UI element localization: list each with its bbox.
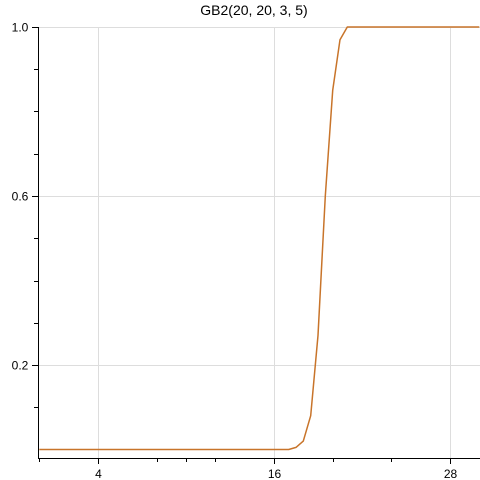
- series-layer: [39, 26, 480, 451]
- y-tick-label: 1.0: [12, 21, 29, 35]
- chart-title: GB2(20, 20, 3, 5): [200, 2, 307, 18]
- axis-layer: [32, 27, 480, 464]
- grid-layer: [38, 27, 480, 458]
- x-tick-label: 4: [95, 467, 102, 480]
- label-layer: 4 16 28 0.2 0.6 1.0: [12, 21, 458, 480]
- y-tick-label: 0.2: [12, 359, 29, 373]
- y-tick-label: 0.6: [12, 190, 29, 204]
- series-line: [39, 26, 480, 451]
- x-tick-label: 16: [268, 467, 282, 480]
- x-tick-label: 28: [444, 467, 458, 480]
